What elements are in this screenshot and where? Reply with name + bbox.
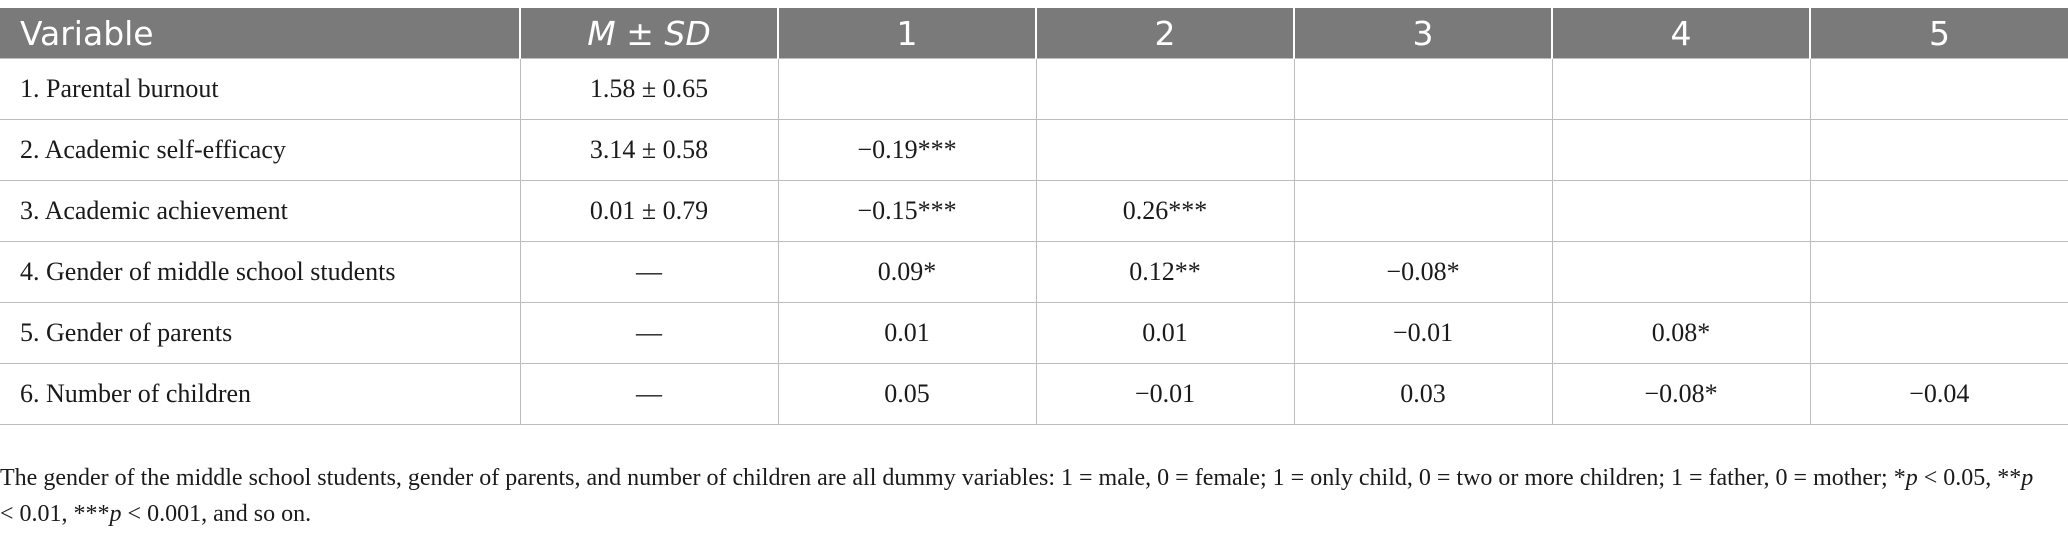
footnote-p-1: p bbox=[1905, 465, 1918, 491]
footnote-text-4: < 0.001, and so on. bbox=[121, 501, 312, 527]
footnote-text-1: The gender of the middle school students… bbox=[0, 465, 1906, 491]
table-row: 5. Gender of parents — 0.01 0.01 −0.01 0… bbox=[0, 302, 2068, 364]
table-cell bbox=[1293, 119, 1553, 181]
row-mean-sd: 3.14 ± 0.58 bbox=[519, 119, 779, 181]
table-cell bbox=[777, 58, 1037, 120]
correlation-table-container: Variable M ± SD 1 2 3 4 5 1. Parental bu… bbox=[0, 8, 2068, 425]
row-mean-sd: — bbox=[519, 363, 779, 425]
table-footnote: The gender of the middle school students… bbox=[0, 460, 2040, 532]
table-cell: 0.01 bbox=[777, 302, 1037, 364]
table-cell bbox=[1293, 180, 1553, 242]
row-mean-sd: 0.01 ± 0.79 bbox=[519, 180, 779, 242]
correlation-table: Variable M ± SD 1 2 3 4 5 1. Parental bu… bbox=[0, 8, 2068, 425]
table-cell bbox=[1551, 58, 1811, 120]
table-cell: −0.01 bbox=[1035, 363, 1295, 425]
header-col-2: 2 bbox=[1035, 8, 1294, 59]
table-cell bbox=[1809, 58, 2068, 120]
table-cell: 0.05 bbox=[777, 363, 1037, 425]
header-m: M bbox=[587, 13, 616, 53]
table-cell: −0.04 bbox=[1809, 363, 2068, 425]
table-row: 6. Number of children — 0.05 −0.01 0.03 … bbox=[0, 363, 2068, 425]
row-label: 2. Academic self-efficacy bbox=[0, 119, 521, 181]
table-cell: 0.09* bbox=[777, 241, 1037, 303]
table-cell bbox=[1293, 58, 1553, 120]
table-cell bbox=[1809, 180, 2068, 242]
header-col-4: 4 bbox=[1551, 8, 1810, 59]
row-mean-sd: — bbox=[519, 241, 779, 303]
table-cell bbox=[1809, 302, 2068, 364]
header-col-3: 3 bbox=[1293, 8, 1552, 59]
table-cell: 0.12** bbox=[1035, 241, 1295, 303]
header-mean-sd: M ± SD bbox=[519, 8, 778, 59]
table-cell bbox=[1809, 241, 2068, 303]
table-cell: 0.03 bbox=[1293, 363, 1553, 425]
table-cell: 0.26*** bbox=[1035, 180, 1295, 242]
footnote-text-2: < 0.05, ** bbox=[1917, 465, 2022, 491]
header-row: Variable M ± SD 1 2 3 4 5 bbox=[0, 8, 2068, 59]
header-col-1: 1 bbox=[777, 8, 1036, 59]
row-label: 1. Parental burnout bbox=[0, 58, 521, 120]
footnote-text-3: < 0.01, *** bbox=[0, 501, 110, 527]
header-pm: ± bbox=[615, 13, 665, 53]
row-mean-sd: — bbox=[519, 302, 779, 364]
footnote-p-2: p bbox=[2021, 465, 2034, 491]
table-cell bbox=[1809, 119, 2068, 181]
footnote-p-3: p bbox=[109, 501, 122, 527]
table-cell bbox=[1551, 180, 1811, 242]
header-variable: Variable bbox=[0, 8, 520, 59]
header-col-5: 5 bbox=[1809, 8, 2068, 59]
table-cell: −0.08* bbox=[1293, 241, 1553, 303]
table-cell: −0.01 bbox=[1293, 302, 1553, 364]
table-cell: 0.01 bbox=[1035, 302, 1295, 364]
table-cell bbox=[1035, 119, 1295, 181]
header-sd: SD bbox=[664, 13, 711, 53]
table-body: 1. Parental burnout 1.58 ± 0.65 2. Acade… bbox=[0, 58, 2068, 425]
table-row: 4. Gender of middle school students — 0.… bbox=[0, 241, 2068, 303]
row-label: 5. Gender of parents bbox=[0, 302, 521, 364]
table-header: Variable M ± SD 1 2 3 4 5 bbox=[0, 8, 2068, 59]
table-cell bbox=[1551, 119, 1811, 181]
table-row: 2. Academic self-efficacy 3.14 ± 0.58 −0… bbox=[0, 119, 2068, 181]
row-mean-sd: 1.58 ± 0.65 bbox=[519, 58, 779, 120]
table-cell: −0.19*** bbox=[777, 119, 1037, 181]
table-cell bbox=[1035, 58, 1295, 120]
table-row: 1. Parental burnout 1.58 ± 0.65 bbox=[0, 58, 2068, 120]
table-cell: −0.08* bbox=[1551, 363, 1811, 425]
row-label: 3. Academic achievement bbox=[0, 180, 521, 242]
row-label: 4. Gender of middle school students bbox=[0, 241, 521, 303]
row-label: 6. Number of children bbox=[0, 363, 521, 425]
table-cell: −0.15*** bbox=[777, 180, 1037, 242]
table-cell bbox=[1551, 241, 1811, 303]
table-row: 3. Academic achievement 0.01 ± 0.79 −0.1… bbox=[0, 180, 2068, 242]
table-cell: 0.08* bbox=[1551, 302, 1811, 364]
